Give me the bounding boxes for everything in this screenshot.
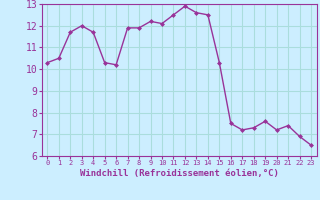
X-axis label: Windchill (Refroidissement éolien,°C): Windchill (Refroidissement éolien,°C) xyxy=(80,169,279,178)
